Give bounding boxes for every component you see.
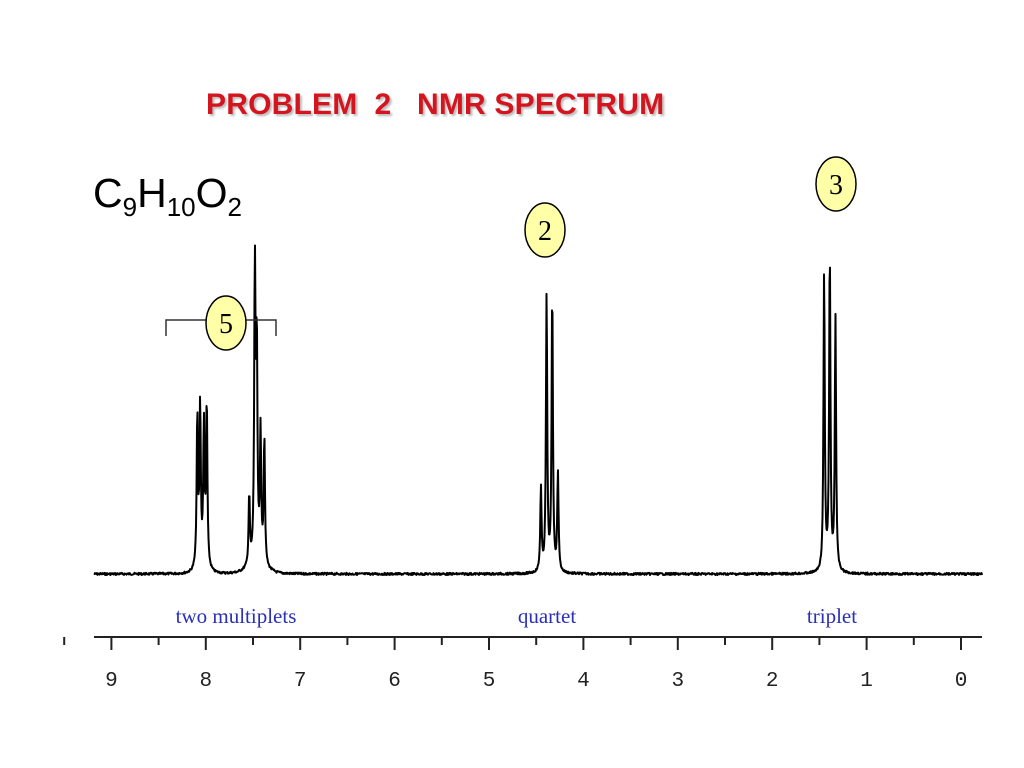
formula-hydrogen-count: 10	[166, 192, 196, 222]
formula-hydrogen: H	[137, 170, 167, 216]
axis-tick-label: 1	[860, 670, 873, 693]
axis-tick-label: 3	[671, 670, 684, 693]
multiplicity-label: two multiplets	[176, 604, 297, 628]
spectrum-trace	[93, 244, 983, 577]
integration-circle	[815, 156, 857, 212]
axis-tick-label: 8	[199, 670, 212, 693]
page-title: PROBLEM 2 NMR SPECTRUM	[206, 88, 665, 121]
multiplicity-label: triplet	[807, 604, 857, 628]
integration-value: 3	[829, 170, 843, 201]
integration-circle	[524, 202, 566, 258]
axis-tick-label: 6	[388, 670, 401, 693]
formula-oxygen-count: 2	[227, 192, 242, 222]
formula-carbon: C	[93, 170, 123, 216]
spectrum-trace-group	[93, 244, 983, 577]
axis-tick-label: 4	[577, 670, 590, 693]
axis-tick-label: 5	[483, 670, 496, 693]
formula-carbon-count: 9	[122, 192, 138, 222]
integration-circle	[205, 295, 247, 351]
annotations: two multiplets 5 quartet 2 triplet 3	[165, 156, 857, 628]
ppm-axis: 9 8 7 6 5 4 3 2 1 0	[63, 636, 982, 693]
axis-tick-label: 9	[105, 670, 118, 693]
molecular-formula: C9H10O2	[93, 170, 242, 223]
axis-tick-label: 2	[766, 670, 779, 693]
integration-value: 2	[538, 216, 552, 247]
axis-tick-label: 0	[955, 670, 968, 693]
formula-oxygen: O	[195, 170, 228, 216]
axis-tick-label: 7	[294, 670, 307, 693]
integration-value: 5	[219, 309, 233, 340]
multiplicity-label: quartet	[518, 604, 576, 628]
